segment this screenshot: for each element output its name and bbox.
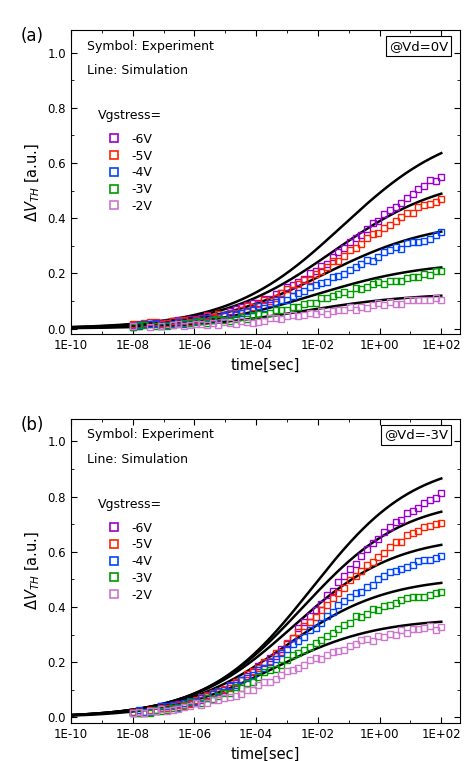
Legend: -6V, -5V, -4V, -3V, -2V: -6V, -5V, -4V, -3V, -2V [97,517,158,607]
Text: Line: Simulation: Line: Simulation [87,453,188,466]
Text: (a): (a) [20,27,44,46]
Y-axis label: $\Delta V_{TH}$ [a.u.]: $\Delta V_{TH}$ [a.u.] [24,532,42,610]
Y-axis label: $\Delta V_{TH}$ [a.u.]: $\Delta V_{TH}$ [a.u.] [24,143,42,221]
X-axis label: time[sec]: time[sec] [231,747,300,761]
Text: @Vd=-3V: @Vd=-3V [384,428,448,441]
Text: (b): (b) [20,416,44,435]
X-axis label: time[sec]: time[sec] [231,358,300,373]
Text: Vgstress=: Vgstress= [98,498,163,511]
Text: Vgstress=: Vgstress= [98,110,163,123]
Text: Symbol: Experiment: Symbol: Experiment [87,428,213,441]
Text: Symbol: Experiment: Symbol: Experiment [87,40,213,53]
Legend: -6V, -5V, -4V, -3V, -2V: -6V, -5V, -4V, -3V, -2V [97,128,158,218]
Text: Line: Simulation: Line: Simulation [87,64,188,77]
Text: @Vd=0V: @Vd=0V [389,40,448,53]
